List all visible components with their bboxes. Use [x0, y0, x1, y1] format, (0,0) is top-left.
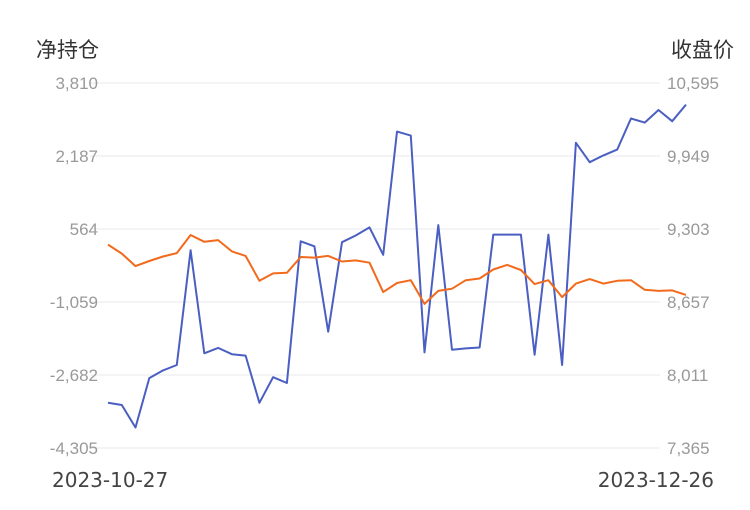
series-line-close-price — [107, 234, 687, 305]
left-tick-label: 564 — [70, 220, 98, 239]
x-axis-start-label: 2023-10-27 — [52, 468, 169, 492]
right-tick-label: 9,949 — [667, 147, 710, 166]
right-tick-label: 9,303 — [667, 220, 710, 239]
series-lines — [107, 103, 687, 429]
right-axis-title: 收盘价 — [671, 38, 734, 62]
grid-lines — [90, 82, 660, 449]
series-line-net-position — [107, 103, 687, 429]
right-tick-label: 10,595 — [667, 74, 719, 93]
left-tick-label: -2,682 — [50, 366, 98, 385]
left-axis-title: 净持仓 — [36, 38, 99, 62]
x-axis-end-label: 2023-12-26 — [597, 468, 714, 492]
left-tick-label: 3,810 — [55, 74, 98, 93]
left-tick-label: -1,059 — [50, 293, 98, 312]
right-tick-label: 7,365 — [667, 439, 710, 458]
right-axis-ticks: 10,595 9,949 9,303 8,657 8,011 7,365 — [667, 74, 719, 458]
right-tick-label: 8,011 — [667, 366, 708, 385]
right-tick-label: 8,657 — [667, 293, 710, 312]
left-tick-label: 2,187 — [55, 147, 98, 166]
left-tick-label: -4,305 — [50, 439, 98, 458]
left-axis-ticks: 3,810 2,187 564 -1,059 -2,682 -4,305 — [50, 74, 98, 458]
